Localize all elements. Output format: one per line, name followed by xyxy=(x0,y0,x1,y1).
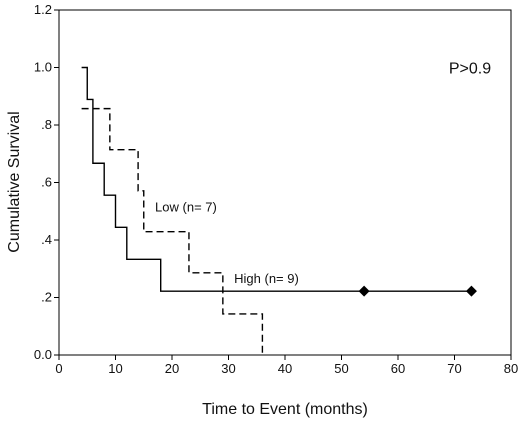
censored-marker xyxy=(358,285,370,297)
y-tick-label: 1.0 xyxy=(34,60,52,75)
y-tick-label: .6 xyxy=(41,175,52,190)
annotation-high: High (n= 9) xyxy=(234,271,299,286)
x-axis-label: Time to Event (months) xyxy=(202,401,368,418)
survival-curve-low xyxy=(81,107,264,355)
x-tick-label: 50 xyxy=(334,361,348,376)
annotation-low: Low (n= 7) xyxy=(155,199,217,214)
survival-curve-high xyxy=(81,66,472,292)
x-tick-label: 70 xyxy=(447,361,461,376)
y-tick-label: .4 xyxy=(41,232,52,247)
x-tick-label: 40 xyxy=(278,361,292,376)
axis-ticks: 0 10 20 30 40 50 60 70 80 0.0 .2 .4 .6 .8 1.0 1.2 xyxy=(34,2,518,376)
annotation-group: P>0.9 Low (n= 7) High (n= 9) xyxy=(155,60,491,286)
y-tick-label: 1.2 xyxy=(34,2,52,17)
x-tick-label: 30 xyxy=(221,361,235,376)
plot-frame xyxy=(58,9,512,356)
series-group xyxy=(81,66,477,355)
y-tick-label: 0.0 xyxy=(34,347,52,362)
x-tick-label: 20 xyxy=(165,361,179,376)
x-tick-label: 0 xyxy=(55,361,62,376)
annotation-pvalue: P>0.9 xyxy=(449,60,491,77)
y-axis-label: Cumulative Survival xyxy=(6,111,23,252)
y-tick-label: .2 xyxy=(41,290,52,305)
censored-marker xyxy=(465,285,477,297)
x-tick-label: 80 xyxy=(504,361,518,376)
x-tick-label: 10 xyxy=(108,361,122,376)
y-tick-label: .8 xyxy=(41,117,52,132)
x-tick-label: 60 xyxy=(391,361,405,376)
